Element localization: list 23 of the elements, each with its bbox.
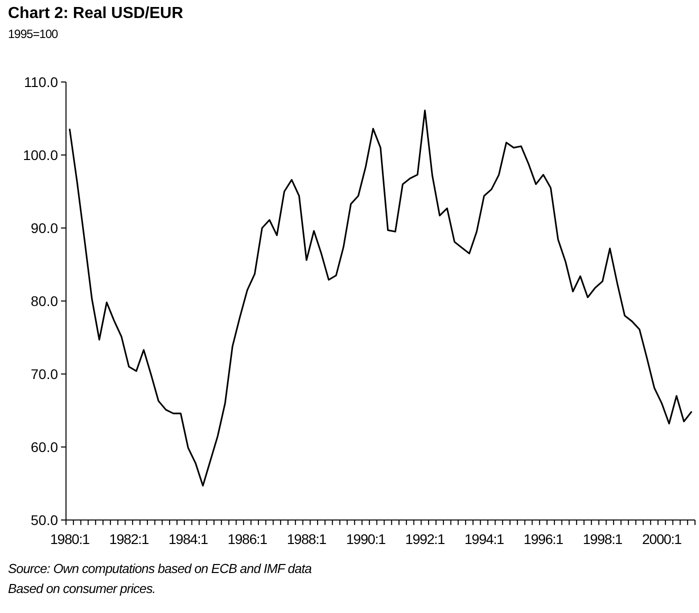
y-tick-label: 50.0	[30, 512, 58, 528]
x-tick-label: 1986:1	[228, 531, 268, 547]
x-tick-label: 1992:1	[405, 531, 446, 547]
x-tick-label: 1990:1	[346, 531, 386, 547]
x-tick-label: 1998:1	[582, 531, 623, 547]
line-series	[68, 110, 692, 486]
y-tick-label: 110.0	[24, 74, 58, 90]
x-tick-label: 2000:1	[642, 531, 682, 547]
text: Based on consumer prices.	[8, 581, 156, 596]
x-tick-label: 1988:1	[286, 531, 327, 547]
y-tick-label: 90.0	[30, 220, 58, 236]
x-tick-label: 1996:1	[524, 531, 564, 547]
chart-title: Chart 2: Real USD/EUR	[8, 5, 184, 22]
x-tick-label: 1984:1	[168, 531, 209, 547]
y-tick-label: 100.0	[22, 146, 58, 163]
y-tick-label: 60.0	[30, 438, 58, 455]
x-tick-label: 1994:1	[464, 531, 505, 547]
chart-subtitle: 1995=100	[8, 27, 59, 41]
y-tick-label: 80.0	[30, 292, 58, 309]
x-tick-label: 1982:1	[109, 531, 150, 547]
source-note: Source: Own computations based on ECB and IMF data	[8, 561, 312, 576]
y-tick-label: 70.0	[30, 366, 58, 382]
x-tick-label: 1980:1	[50, 531, 90, 547]
